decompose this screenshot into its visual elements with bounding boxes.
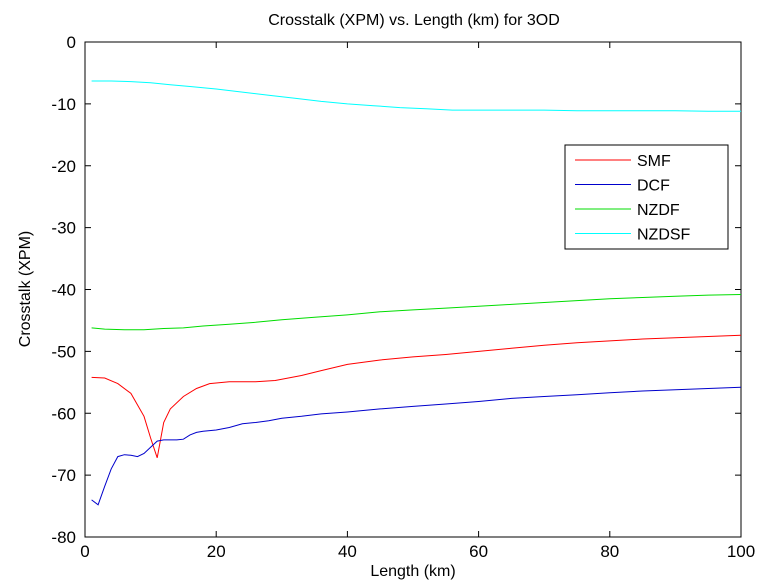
x-tick-label: 20 bbox=[207, 542, 226, 561]
y-tick-label: -20 bbox=[51, 157, 76, 176]
series-line-nzdf bbox=[91, 294, 742, 331]
y-tick-label: -70 bbox=[51, 466, 76, 485]
legend-label-dcf: DCF bbox=[637, 178, 670, 195]
series-line-smf bbox=[91, 334, 742, 458]
x-axis-title: Length (km) bbox=[370, 563, 455, 580]
y-tick-label: -10 bbox=[51, 95, 76, 114]
x-tick-label: 80 bbox=[600, 542, 619, 561]
legend: SMF DCF NZDF NZDSF bbox=[564, 144, 729, 250]
legend-label-nzdf: NZDF bbox=[637, 202, 680, 219]
y-tick-label: -80 bbox=[51, 528, 76, 547]
y-tick-label: -40 bbox=[51, 281, 76, 300]
x-tick-label: 0 bbox=[80, 542, 89, 561]
legend-box bbox=[564, 144, 729, 250]
y-axis-title: Crosstalk (XPM) bbox=[17, 231, 34, 347]
y-tick-label: -60 bbox=[51, 404, 76, 423]
y-tick-label: -30 bbox=[51, 219, 76, 238]
x-tick-label: 60 bbox=[469, 542, 488, 561]
series-line-nzdsf bbox=[91, 80, 741, 112]
legend-label-nzdsf: NZDSF bbox=[637, 227, 691, 244]
y-tick-label: 0 bbox=[67, 33, 76, 52]
chart-title: Crosstalk (XPM) vs. Length (km) for 3OD bbox=[268, 12, 560, 29]
x-tick-label: 100 bbox=[727, 542, 755, 561]
series-line-dcf bbox=[91, 386, 742, 506]
plot-area bbox=[84, 41, 742, 538]
x-tick-label: 40 bbox=[338, 542, 357, 561]
y-tick-label: -50 bbox=[51, 342, 76, 361]
legend-label-smf: SMF bbox=[637, 153, 671, 170]
